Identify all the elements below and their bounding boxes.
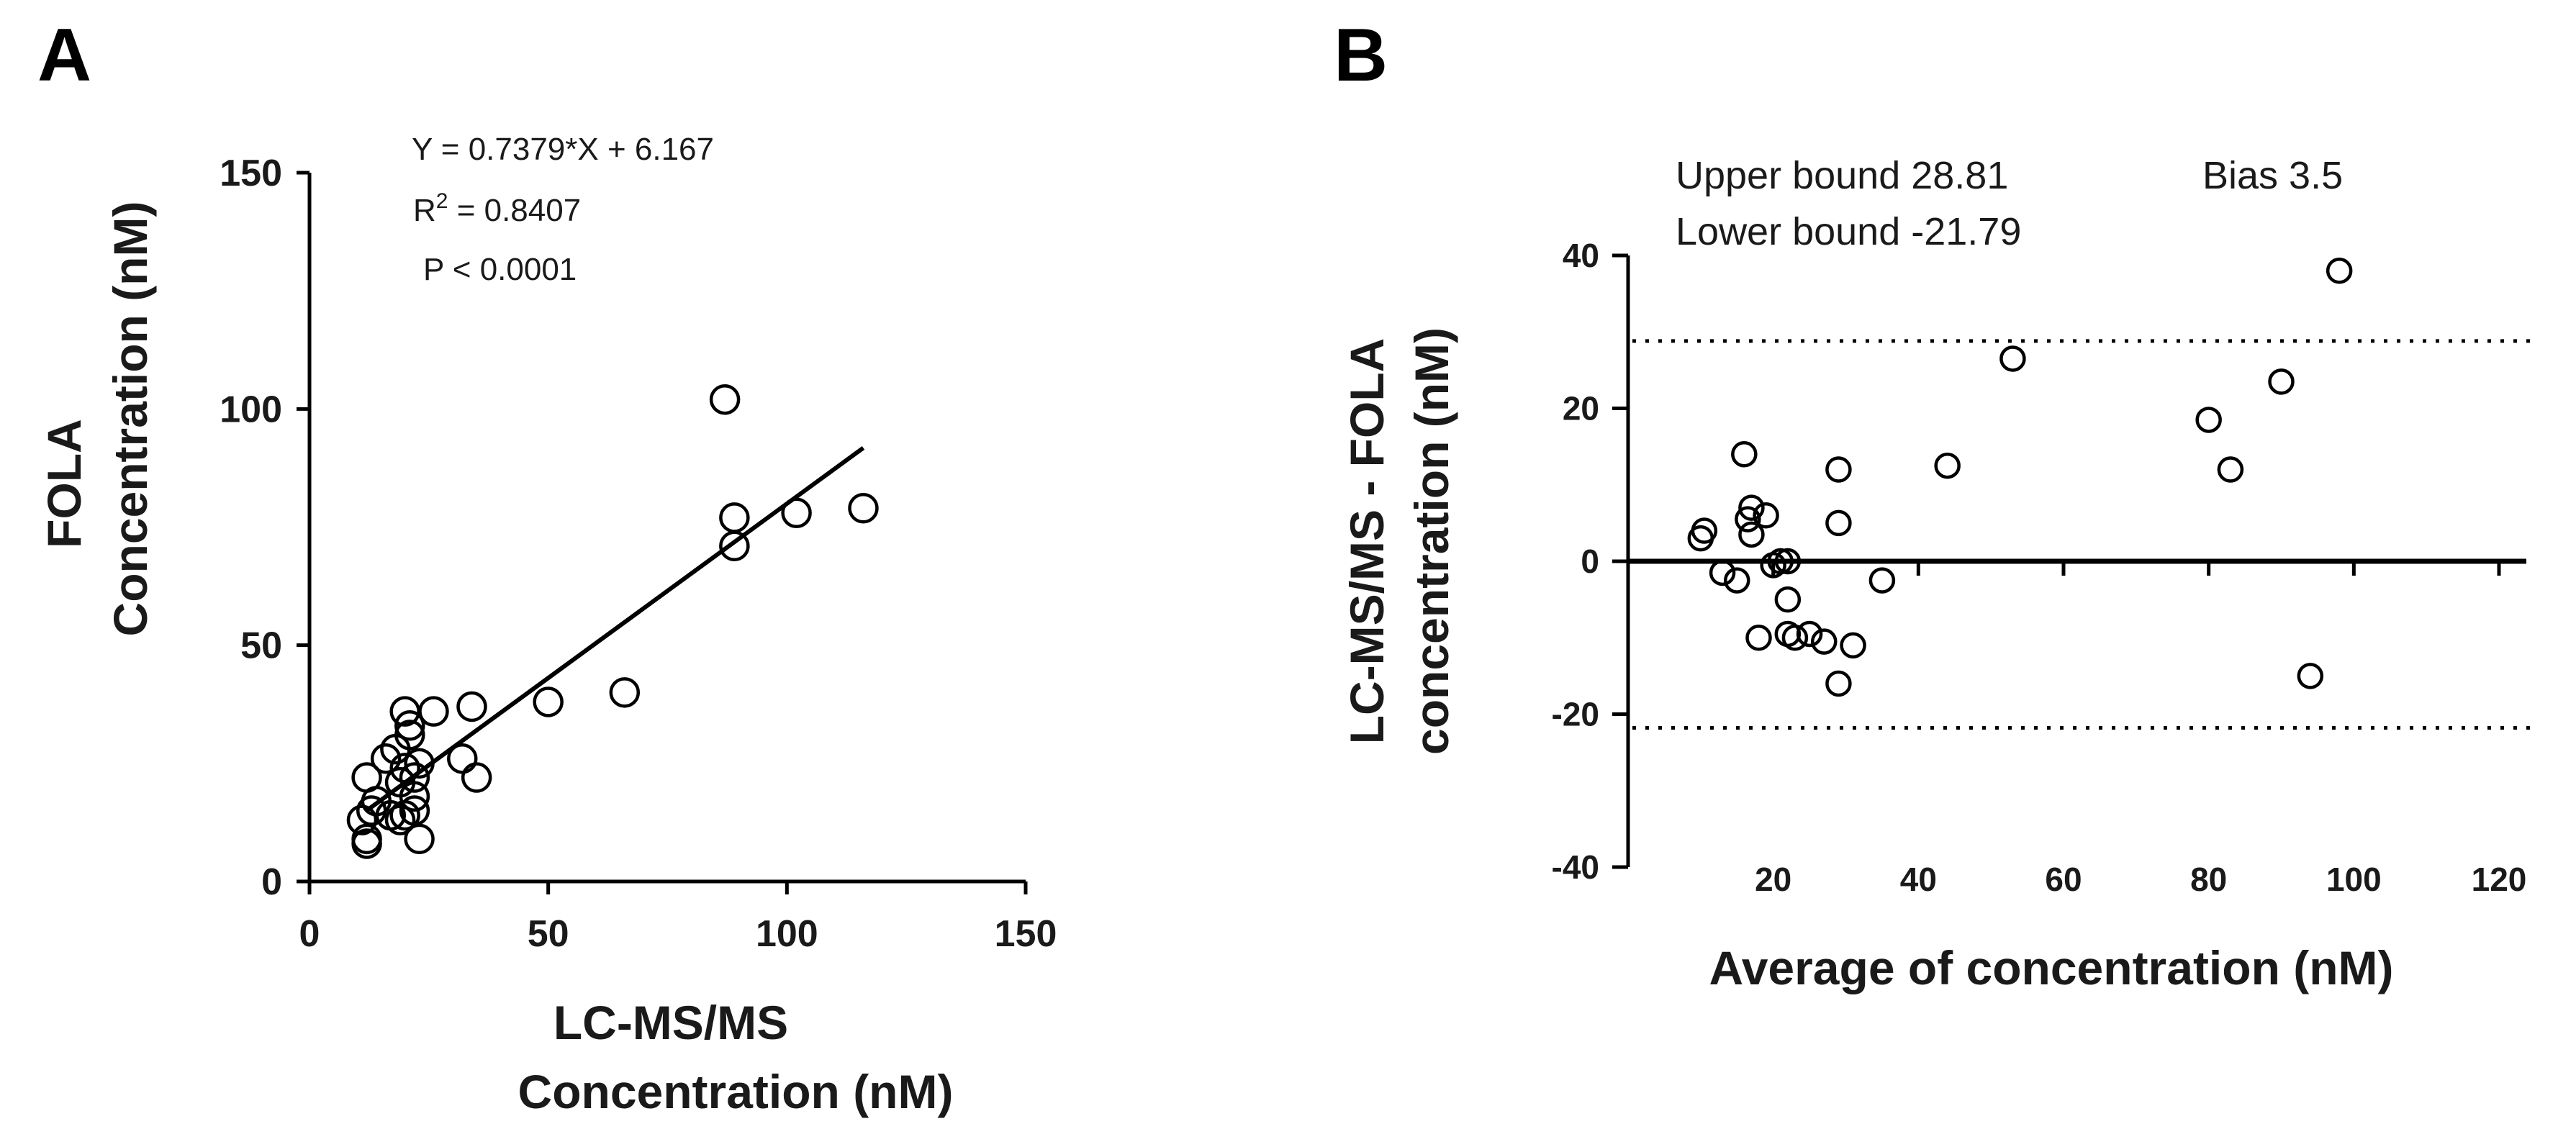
panel-b-data-point <box>1825 509 1852 537</box>
panel-a-data-point <box>533 686 564 717</box>
panel-b-data-point <box>2195 407 2222 433</box>
panel-a-data-point <box>389 753 420 784</box>
panel-b-y-axis-title-line1: LC-MS/MS - FOLA <box>1340 338 1393 745</box>
panel-b-data-point <box>1735 506 1761 532</box>
panel-a-y-tick-label: 50 <box>240 625 282 667</box>
panel-a-x-tick-label: 50 <box>528 913 569 955</box>
panel-b-x-tick-label: 100 <box>2326 861 2382 898</box>
panel-a-data-point <box>461 762 492 793</box>
panel-b-data-point <box>1999 345 2026 372</box>
panel-a-x-axis-title-line2: Concentration (nM) <box>518 1065 954 1118</box>
panel-a-y-tick-label: 0 <box>261 861 282 903</box>
panel-a-data-point <box>399 762 430 793</box>
panel-a-x-tick-label: 150 <box>995 913 1057 955</box>
panel-a-y-tick-label: 100 <box>220 389 282 430</box>
panel-a-data-point <box>848 492 879 524</box>
panel-a-regression-equation: Y = 0.7379*X + 6.167 <box>412 132 714 167</box>
panel-b-y-tick-label: 40 <box>1563 237 1599 274</box>
panel-b-ticks: -40 -20 0 20 40 20 40 60 80 100 120 <box>1552 237 2527 898</box>
panel-a-ticks: 0 50 100 150 0 50 100 150 <box>220 153 1057 955</box>
panel-a-y-tick-label: 150 <box>220 153 282 194</box>
panel-a-y-axis-title-line2: Concentration (nM) <box>104 201 157 637</box>
panel-b-lower-bound-label: Lower bound -21.79 <box>1676 210 2021 253</box>
panel-a-p-value: P < 0.0001 <box>423 252 577 287</box>
panel-a-x-tick-label: 100 <box>756 913 818 955</box>
panel-b-data-point <box>2217 456 2244 483</box>
panel-a-regression-line <box>365 445 865 812</box>
panel-b-bland-altman: B Upper bound 28.81 Lower bound -21.79 B… <box>1334 14 2530 994</box>
panel-a-data-point <box>394 710 425 741</box>
panel-b-x-tick-label: 120 <box>2472 861 2527 898</box>
panel-b-data-point <box>2297 663 2324 689</box>
panel-b-data-point <box>1709 559 1736 586</box>
panel-b-y-tick-label: -20 <box>1552 696 1599 733</box>
panel-a-points <box>346 384 879 859</box>
panel-b-y-tick-label: 20 <box>1563 390 1599 427</box>
panel-a-x-axis-title-line1: LC-MS/MS <box>553 996 788 1049</box>
panel-b-data-point <box>1774 548 1802 575</box>
panel-a-y-axis-title-line1: FOLA <box>37 419 91 548</box>
panel-a-data-point <box>389 799 420 831</box>
panel-a-data-point <box>456 691 487 722</box>
panel-b-data-point <box>1731 441 1758 468</box>
panel-a-data-point <box>399 781 430 812</box>
panel-b-y-axis-title-line2: concentration (nM) <box>1405 327 1458 755</box>
panel-a-data-point <box>351 823 382 855</box>
panel-b-upper-bound-label: Upper bound 28.81 <box>1676 154 2008 197</box>
panel-a-data-point <box>447 743 478 774</box>
panel-b-data-point <box>1796 620 1823 648</box>
panel-b-data-point <box>2268 368 2295 395</box>
panel-b-data-point <box>1724 567 1750 594</box>
panel-b-points <box>1687 258 2353 697</box>
panel-a-letter: A <box>37 14 91 97</box>
panel-b-data-point <box>1738 521 1765 548</box>
panel-a-data-point <box>719 530 750 562</box>
panel-b-data-point <box>2326 258 2353 284</box>
panel-b-data-point <box>1738 494 1765 521</box>
panel-b-data-point <box>1774 586 1802 613</box>
panel-a-data-point <box>404 823 435 855</box>
panel-a-x-tick-label: 0 <box>299 913 320 955</box>
panel-a-data-point <box>609 677 641 708</box>
panel-b-y-tick-label: -40 <box>1552 848 1599 886</box>
panel-a-data-point <box>404 748 435 779</box>
panel-b-data-point <box>1825 670 1852 697</box>
panel-a-data-point <box>394 720 425 751</box>
panel-b-bias-label: Bias 3.5 <box>2202 154 2343 197</box>
panel-b-x-tick-label: 60 <box>2045 861 2082 898</box>
panel-b-data-point <box>1753 502 1779 529</box>
panel-b-data-point <box>1767 548 1794 575</box>
panel-b-data-point <box>1781 625 1809 651</box>
panel-b-data-point <box>1868 567 1896 594</box>
panel-b-x-tick-label: 80 <box>2190 861 2227 898</box>
panel-b-data-point <box>1811 628 1838 655</box>
panel-a-data-point <box>370 743 402 774</box>
panel-a-r-squared: R2 = 0.8407 <box>413 189 581 228</box>
panel-a-scatter-regression: A Y = 0.7379*X + 6.167 R2 = 0.8407 P < 0… <box>37 14 1057 1118</box>
panel-b-data-point <box>1840 632 1866 659</box>
panel-a-data-point <box>418 696 449 727</box>
panel-a-data-point <box>781 497 812 529</box>
panel-b-y-tick-label: 0 <box>1581 543 1599 580</box>
panel-b-x-axis-title: Average of concentration (nM) <box>1709 941 2394 994</box>
panel-b-letter: B <box>1334 14 1388 97</box>
panel-b-x-tick-label: 40 <box>1900 861 1937 898</box>
panel-b-data-point <box>1934 452 1961 479</box>
panel-b-data-point <box>1691 517 1718 544</box>
panel-a-data-point <box>719 502 750 533</box>
panel-b-data-point <box>1745 625 1772 651</box>
panel-a-data-point <box>709 384 741 415</box>
panel-b-data-point <box>1825 456 1852 483</box>
panel-b-x-tick-label: 20 <box>1755 861 1791 898</box>
